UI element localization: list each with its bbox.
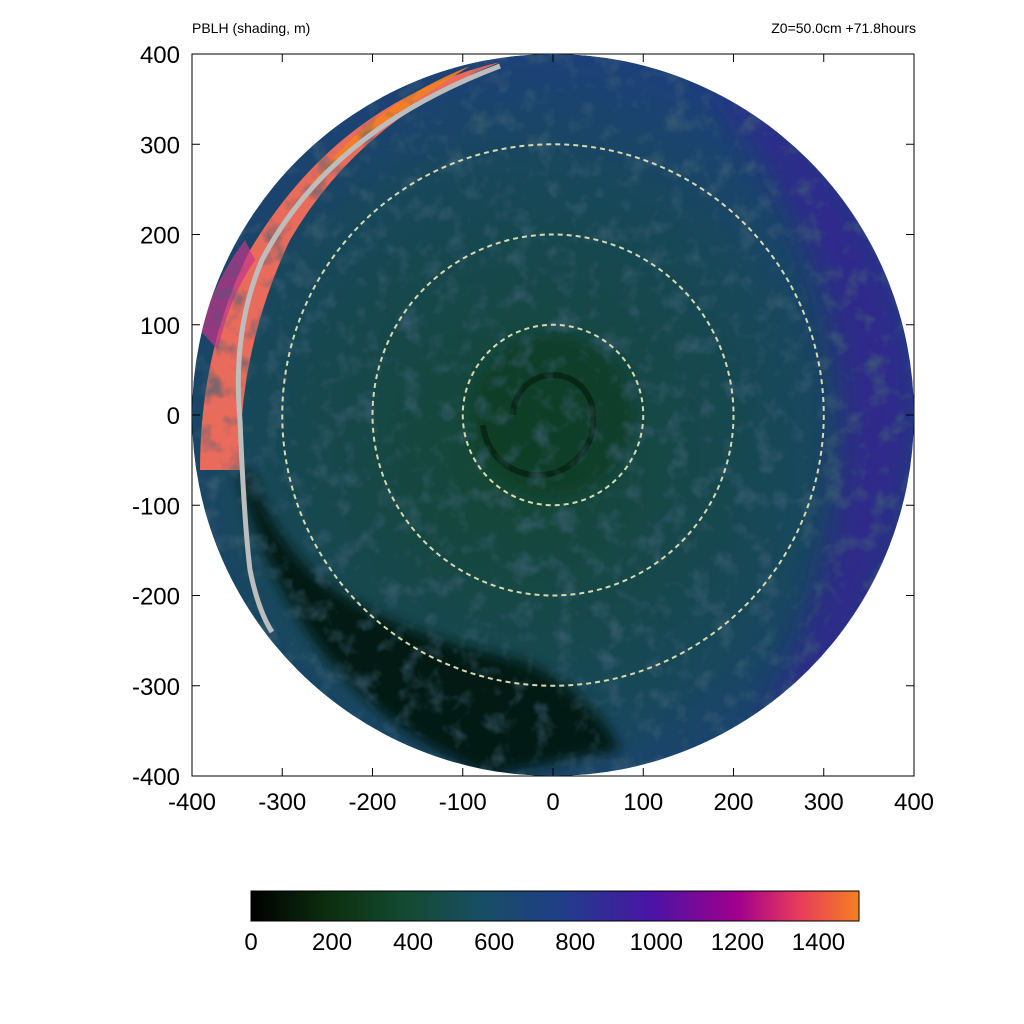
x-tick-label: 100 — [623, 789, 663, 816]
colorbar-gradient — [250, 890, 860, 922]
colorbar-tick-label: 1200 — [711, 929, 764, 956]
y-tick-label: 200 — [140, 223, 180, 250]
range-ring — [281, 143, 825, 687]
x-tick-label: -400 — [168, 789, 216, 816]
run-info-label: Z0=50.0cm +71.8hours — [771, 20, 916, 36]
colorbar-tick-label: 200 — [312, 929, 352, 956]
colorbar-tick-label: 400 — [393, 929, 433, 956]
y-tick-label: 100 — [140, 313, 180, 340]
y-tick-label: -200 — [132, 584, 180, 611]
range-ring — [461, 323, 645, 507]
pblh-field — [192, 54, 914, 776]
x-tick-label: -100 — [439, 789, 487, 816]
colorbar-labels: 0 200 400 600 800 1000 1200 1400 — [244, 929, 845, 956]
y-tick-label: 300 — [140, 132, 180, 159]
colorbar-tick-label: 600 — [474, 929, 514, 956]
colorbar-tick-label: 1000 — [630, 929, 683, 956]
x-tick-label: -200 — [348, 789, 396, 816]
colorbar: 0 200 400 600 800 1000 1200 1400 — [244, 890, 860, 956]
colorbar-tick-label: 1400 — [792, 929, 845, 956]
x-tick-label: 400 — [894, 789, 934, 816]
y-tick-label: -100 — [132, 493, 180, 520]
y-tick-label: -400 — [132, 764, 180, 791]
y-tick-label: 400 — [140, 42, 180, 69]
x-tick-label: -300 — [258, 789, 306, 816]
x-tick-label: 300 — [804, 789, 844, 816]
y-tick-label: 0 — [167, 403, 180, 430]
x-tick-label: 0 — [546, 789, 559, 816]
range-ring — [371, 233, 735, 597]
y-tick-label: -300 — [132, 674, 180, 701]
x-tick-label: 200 — [713, 789, 753, 816]
colorbar-tick-label: 800 — [555, 929, 595, 956]
front-line — [235, 63, 501, 634]
colorbar-tick-label: 0 — [244, 929, 257, 956]
chart-title: PBLH (shading, m) — [192, 20, 311, 36]
range-rings — [281, 143, 825, 687]
field-texture — [192, 54, 914, 776]
axes: -400 -300 -200 -100 0 100 200 300 400 -400 -300 -20… — [132, 42, 934, 816]
